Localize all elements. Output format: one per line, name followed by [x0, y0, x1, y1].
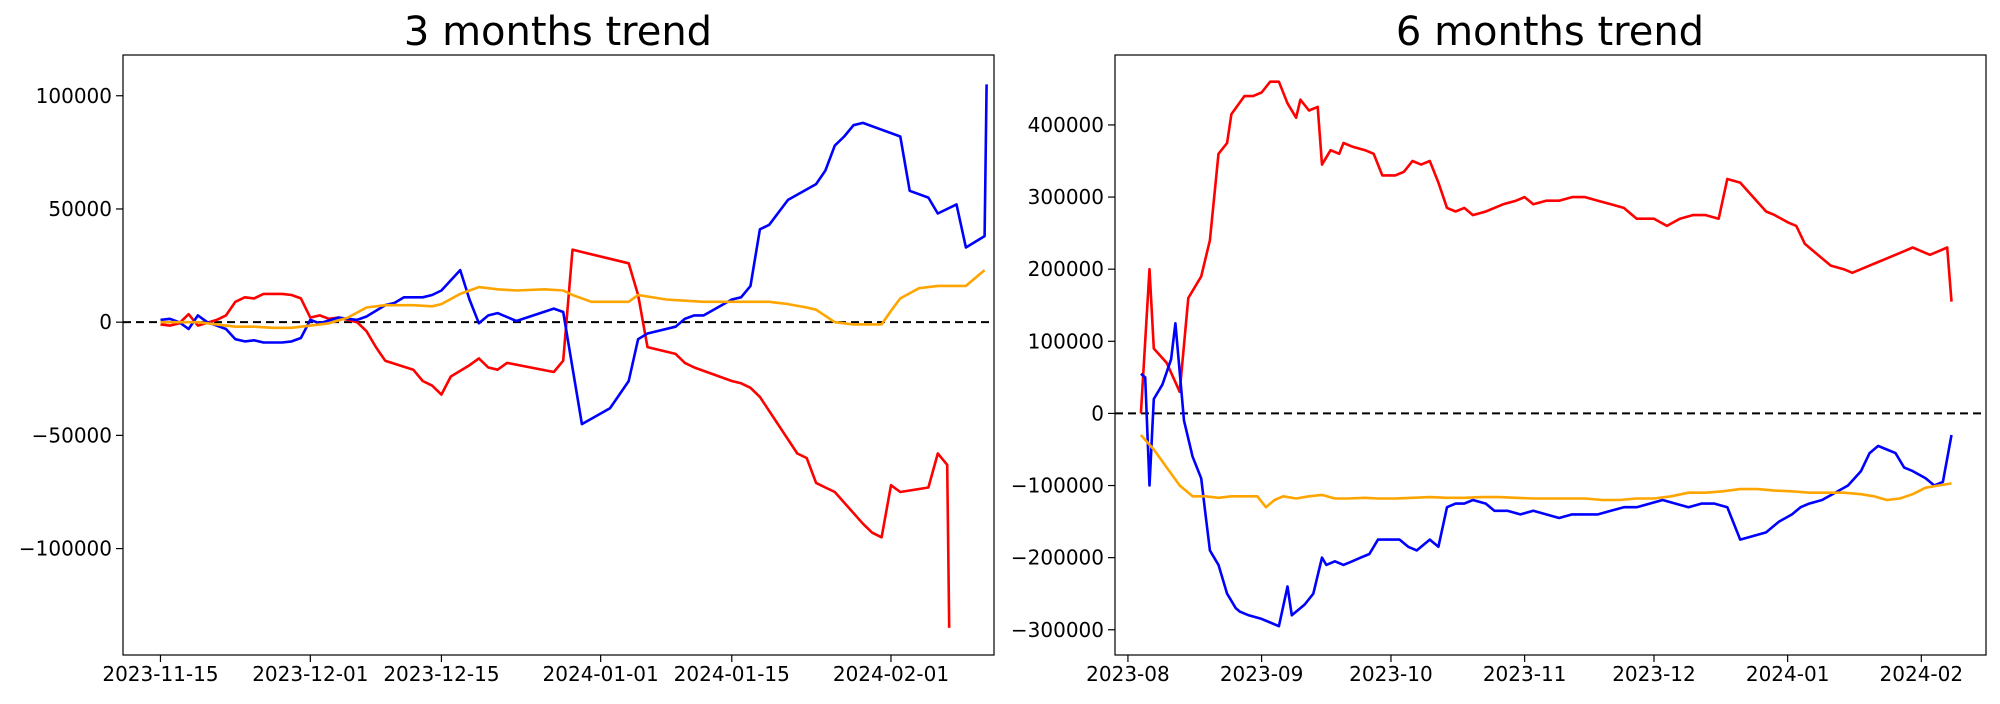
series-line [1139, 434, 1952, 509]
chart-title: 6 months trend [1396, 9, 1704, 55]
x-tick-label: 2023-12 [1612, 662, 1696, 686]
x-tick-label: 2024-01 [1746, 662, 1830, 686]
x-tick-label: 2024-01-01 [543, 662, 659, 686]
series-line [160, 84, 988, 426]
series-line [1140, 321, 1953, 628]
x-tick-label: 2023-09 [1220, 662, 1304, 686]
series-line [1139, 80, 1953, 414]
y-tick-label: −100000 [1011, 474, 1104, 498]
x-tick-label: 2023-11-15 [102, 662, 218, 686]
y-tick-label: 200000 [1028, 257, 1104, 281]
x-tick-label: 2023-10 [1349, 662, 1433, 686]
y-tick-label: −200000 [1011, 546, 1104, 570]
y-tick-label: 0 [1091, 401, 1104, 425]
x-tick-label: 2024-02 [1880, 662, 1964, 686]
chart-3-months: 3 months trend −100000 −50000 0 50000 100000… [19, 9, 995, 686]
plot-frame [1114, 54, 1987, 656]
y-tick-label: 300000 [1028, 185, 1104, 209]
x-tick-label: 2024-02-01 [833, 662, 949, 686]
chart-title: 3 months trend [404, 9, 712, 55]
x-tick-label: 2024-01-15 [674, 662, 790, 686]
x-tick-label: 2023-12-01 [252, 662, 368, 686]
chart-6-months: 6 months trend −300000 −200000 −100000 0 100… [1011, 9, 1987, 686]
y-tick-label: 400000 [1028, 113, 1104, 137]
series-line [160, 269, 986, 330]
y-tick-label: 50000 [48, 197, 112, 221]
plot-frame [122, 54, 995, 656]
y-tick-label: −300000 [1011, 618, 1104, 642]
x-tick-label: 2023-11 [1483, 662, 1567, 686]
y-tick-label: −100000 [19, 537, 112, 561]
y-tick-label: 0 [99, 310, 112, 334]
y-tick-label: 100000 [36, 84, 112, 108]
series-line [160, 248, 951, 628]
x-tick-label: 2023-12-15 [383, 662, 499, 686]
x-tick-label: 2023-08 [1086, 662, 1170, 686]
y-tick-label: 100000 [1028, 329, 1104, 353]
y-tick-label: −50000 [32, 423, 112, 447]
